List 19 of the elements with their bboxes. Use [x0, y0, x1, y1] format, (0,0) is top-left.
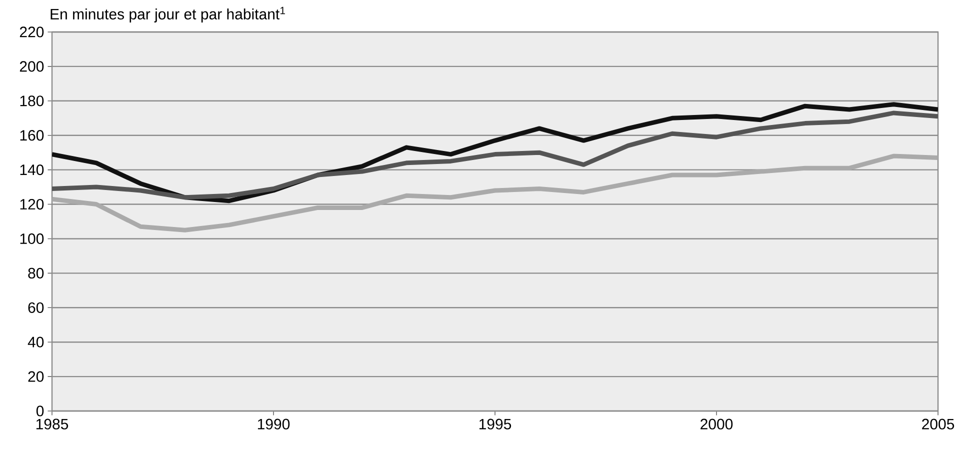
y-tick-label: 100	[20, 233, 44, 244]
y-tick-label: 60	[28, 302, 44, 313]
x-tick-label: 1985	[36, 418, 68, 430]
y-tick-label: 80	[28, 268, 44, 278]
line-series	[52, 154, 938, 232]
y-tick-label: 160	[20, 130, 44, 141]
y-tick-label: 120	[20, 198, 44, 210]
y-tick-label: 180	[20, 96, 44, 106]
y-tick-label: 220	[20, 26, 44, 38]
y-tick-label: 40	[28, 336, 44, 348]
x-tick-label: 1990	[258, 418, 290, 430]
x-tick-label: 2005	[922, 418, 954, 430]
x-tick-label: 2000	[700, 418, 733, 430]
y-tick-label: 20	[28, 371, 44, 382]
chart-title: En minutes par jour et par habitant$^{1}$	[50, 6, 285, 22]
y-tick-label: 200	[20, 61, 44, 72]
y-tick-label: 0	[36, 406, 44, 416]
y-tick-label: 140	[20, 164, 44, 176]
x-tick-label: 1995	[479, 418, 512, 430]
